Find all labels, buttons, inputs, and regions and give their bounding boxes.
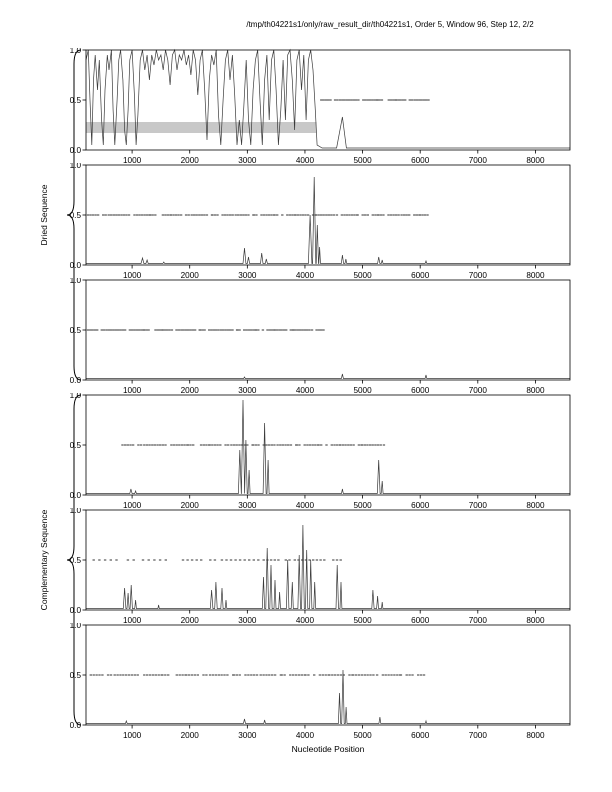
- y-tick-label: 0.5: [70, 326, 82, 335]
- x-tick-label: 3000: [238, 271, 257, 280]
- x-tick-label: 3000: [238, 501, 257, 510]
- y-tick-label: 0.5: [70, 96, 82, 105]
- x-tick-label: 2000: [181, 386, 200, 395]
- x-tick-label: 6000: [411, 731, 430, 740]
- signal-curve: [85, 48, 570, 149]
- x-tick-label: 5000: [353, 501, 372, 510]
- x-tick-label: 7000: [469, 271, 488, 280]
- x-tick-label: 7000: [469, 386, 488, 395]
- chart-panel-complementary-3: 1000 2000 3000 4000 5000 6000 7000 8000 0.0 0.5 1.…: [58, 621, 578, 741]
- chart-panel-dried-2: 1000 2000 3000 4000 5000 6000 7000 8000 0.0 0.5 1.…: [58, 161, 578, 281]
- x-tick-label: 8000: [526, 156, 545, 165]
- x-tick-label: 3000: [238, 386, 257, 395]
- brace-dried-sequence: [66, 49, 82, 381]
- x-tick-label: 2000: [181, 501, 200, 510]
- y-tick-label: 0.0: [70, 376, 82, 385]
- x-tick-label: 8000: [526, 731, 545, 740]
- x-tick-label: 6000: [411, 156, 430, 165]
- chart-panel-complementary-1: 1000 2000 3000 4000 5000 6000 7000 8000 0.0 0.5 1.…: [58, 391, 578, 511]
- x-tick-label: 1000: [123, 501, 142, 510]
- y-tick-label: 1.0: [70, 48, 82, 55]
- panel-plot-complementary-3: 1000 2000 3000 4000 5000 6000 7000 8000 0.0 0.5 1.…: [70, 621, 571, 740]
- x-tick-label: 6000: [411, 616, 430, 625]
- y-tick-label: 0.5: [70, 556, 82, 565]
- x-tick-label: 5000: [353, 731, 372, 740]
- x-axis-label: Nucleotide Position: [291, 744, 365, 754]
- group-braces: [66, 49, 82, 726]
- x-tick-label: 5000: [353, 156, 372, 165]
- signal-curve: [86, 669, 570, 724]
- x-tick-label: 7000: [469, 501, 488, 510]
- x-tick-label: 4000: [296, 156, 315, 165]
- y-tick-label: 0.0: [70, 491, 82, 500]
- y-tick-label: 0.0: [70, 146, 82, 155]
- y-tick-label: 1.0: [70, 163, 82, 170]
- x-tick-label: 7000: [469, 616, 488, 625]
- x-tick-label: 1000: [123, 616, 142, 625]
- figure-title: /tmp/th04221s1/only/raw_result_dir/th042…: [246, 20, 534, 29]
- y-tick-label: 1.0: [70, 623, 82, 630]
- x-tick-label: 2000: [181, 156, 200, 165]
- x-tick-label: 4000: [296, 271, 315, 280]
- x-tick-label: 5000: [353, 616, 372, 625]
- x-tick-label: 2000: [181, 731, 200, 740]
- x-tick-label: 6000: [411, 501, 430, 510]
- x-tick-label: 4000: [296, 616, 315, 625]
- y-tick-label: 1.0: [70, 508, 82, 515]
- panel-plot-dried-3: 1000 2000 3000 4000 5000 6000 7000 8000 0.0 0.5 1.…: [70, 276, 571, 395]
- x-tick-label: 1000: [123, 271, 142, 280]
- x-tick-label: 7000: [469, 731, 488, 740]
- x-tick-label: 1000: [123, 156, 142, 165]
- group-label-dried-sequence: Dried Sequence: [39, 184, 49, 246]
- x-tick-label: 3000: [238, 616, 257, 625]
- panel-plot-dried-2: 1000 2000 3000 4000 5000 6000 7000 8000 0.0 0.5 1.…: [70, 161, 571, 280]
- x-tick-label: 4000: [296, 386, 315, 395]
- y-tick-label: 1.0: [70, 278, 82, 285]
- y-tick-label: 0.0: [70, 606, 82, 615]
- x-tick-label: 4000: [296, 731, 315, 740]
- chart-panel-complementary-2: 1000 2000 3000 4000 5000 6000 7000 8000 0.0 0.5 1.…: [58, 506, 578, 626]
- y-tick-label: 0.5: [70, 441, 82, 450]
- x-tick-label: 4000: [296, 501, 315, 510]
- chart-panel-dried-3: 1000 2000 3000 4000 5000 6000 7000 8000 0.0 0.5 1.…: [58, 276, 578, 396]
- x-tick-label: 2000: [181, 616, 200, 625]
- brace-complementary-sequence: [66, 394, 82, 726]
- group-label-complementary-sequence: Complementary Sequence: [39, 509, 49, 611]
- y-tick-label: 0.5: [70, 211, 82, 220]
- y-tick-label: 0.5: [70, 671, 82, 680]
- x-tick-label: 6000: [411, 386, 430, 395]
- x-tick-label: 1000: [123, 731, 142, 740]
- signal-curve: [86, 524, 570, 609]
- highlight-band: [86, 122, 317, 133]
- panel-plot-complementary-2: 1000 2000 3000 4000 5000 6000 7000 8000 0.0 0.5 1.…: [70, 506, 571, 625]
- panel-plot-dried-1: 1000 2000 3000 4000 5000 6000 7000 8000 0.0 0.5 1.…: [70, 46, 571, 165]
- y-tick-label: 0.0: [70, 721, 82, 730]
- y-tick-label: 0.0: [70, 261, 82, 270]
- signal-curve: [86, 373, 570, 379]
- chart-panel-dried-1: 1000 2000 3000 4000 5000 6000 7000 8000 0.0 0.5 1.…: [58, 46, 578, 166]
- x-tick-label: 7000: [469, 156, 488, 165]
- panel-plot-complementary-1: 1000 2000 3000 4000 5000 6000 7000 8000 0.0 0.5 1.…: [70, 391, 571, 510]
- x-tick-label: 5000: [353, 386, 372, 395]
- x-tick-label: 5000: [353, 271, 372, 280]
- x-tick-label: 3000: [238, 156, 257, 165]
- axes-box: [85, 509, 571, 611]
- x-tick-label: 8000: [526, 271, 545, 280]
- x-tick-label: 3000: [238, 731, 257, 740]
- x-tick-label: 6000: [411, 271, 430, 280]
- x-tick-label: 2000: [181, 271, 200, 280]
- x-tick-label: 8000: [526, 616, 545, 625]
- x-tick-label: 1000: [123, 386, 142, 395]
- x-tick-label: 8000: [526, 501, 545, 510]
- x-tick-label: 8000: [526, 386, 545, 395]
- signal-curve: [86, 399, 570, 494]
- y-tick-label: 1.0: [70, 393, 82, 400]
- signal-curve: [86, 176, 570, 264]
